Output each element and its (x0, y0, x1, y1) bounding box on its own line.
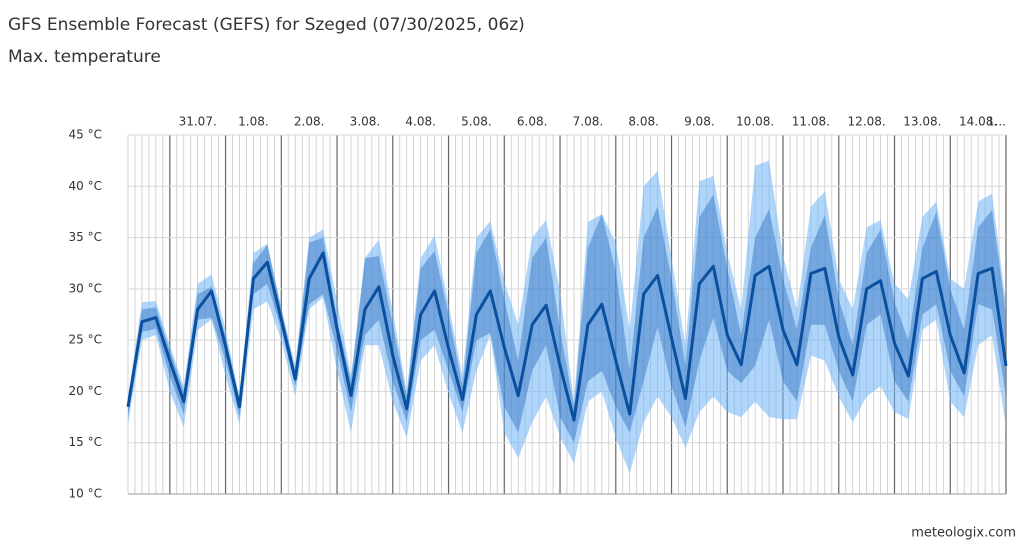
x-tick-label: 6.08. (517, 115, 548, 129)
y-tick-label: 10 °C (69, 487, 102, 501)
x-tick-label: 3.08. (350, 115, 381, 129)
chart-subtitle: Max. temperature (8, 47, 161, 67)
credit: meteologix.com (911, 526, 1016, 541)
y-tick-label: 20 °C (69, 384, 102, 398)
x-tick-label: 31.07. (179, 115, 217, 129)
x-tick-label: 13.08. (903, 115, 941, 129)
x-tick-label: 9.08. (684, 115, 715, 129)
x-tick-label: 7.08. (573, 115, 604, 129)
x-tick-label: 11.08. (792, 115, 830, 129)
y-tick-label: 25 °C (69, 333, 102, 347)
y-tick-label: 30 °C (69, 281, 102, 295)
y-tick-label: 35 °C (69, 230, 102, 244)
ensemble-band (128, 160, 1006, 474)
y-tick-label: 40 °C (69, 179, 102, 193)
x-tick-label: 14.08. (959, 115, 997, 129)
y-tick-label: 45 °C (69, 128, 102, 142)
y-tick-label: 15 °C (69, 435, 102, 449)
x-tick-label: 8.08. (628, 115, 659, 129)
x-tick-label: 2.08. (294, 115, 325, 129)
chart-title: GFS Ensemble Forecast (GEFS) for Szeged … (8, 15, 525, 35)
x-tick-label: 4.08. (405, 115, 436, 129)
x-tick-label: 5.08. (461, 115, 492, 129)
median-line (126, 251, 1008, 422)
x-tick-label: 10.08. (736, 115, 774, 129)
x-tick-label: 12.08. (848, 115, 886, 129)
x-tick-label: 1.08. (238, 115, 269, 129)
x-tick-label: 1... (987, 115, 1006, 129)
